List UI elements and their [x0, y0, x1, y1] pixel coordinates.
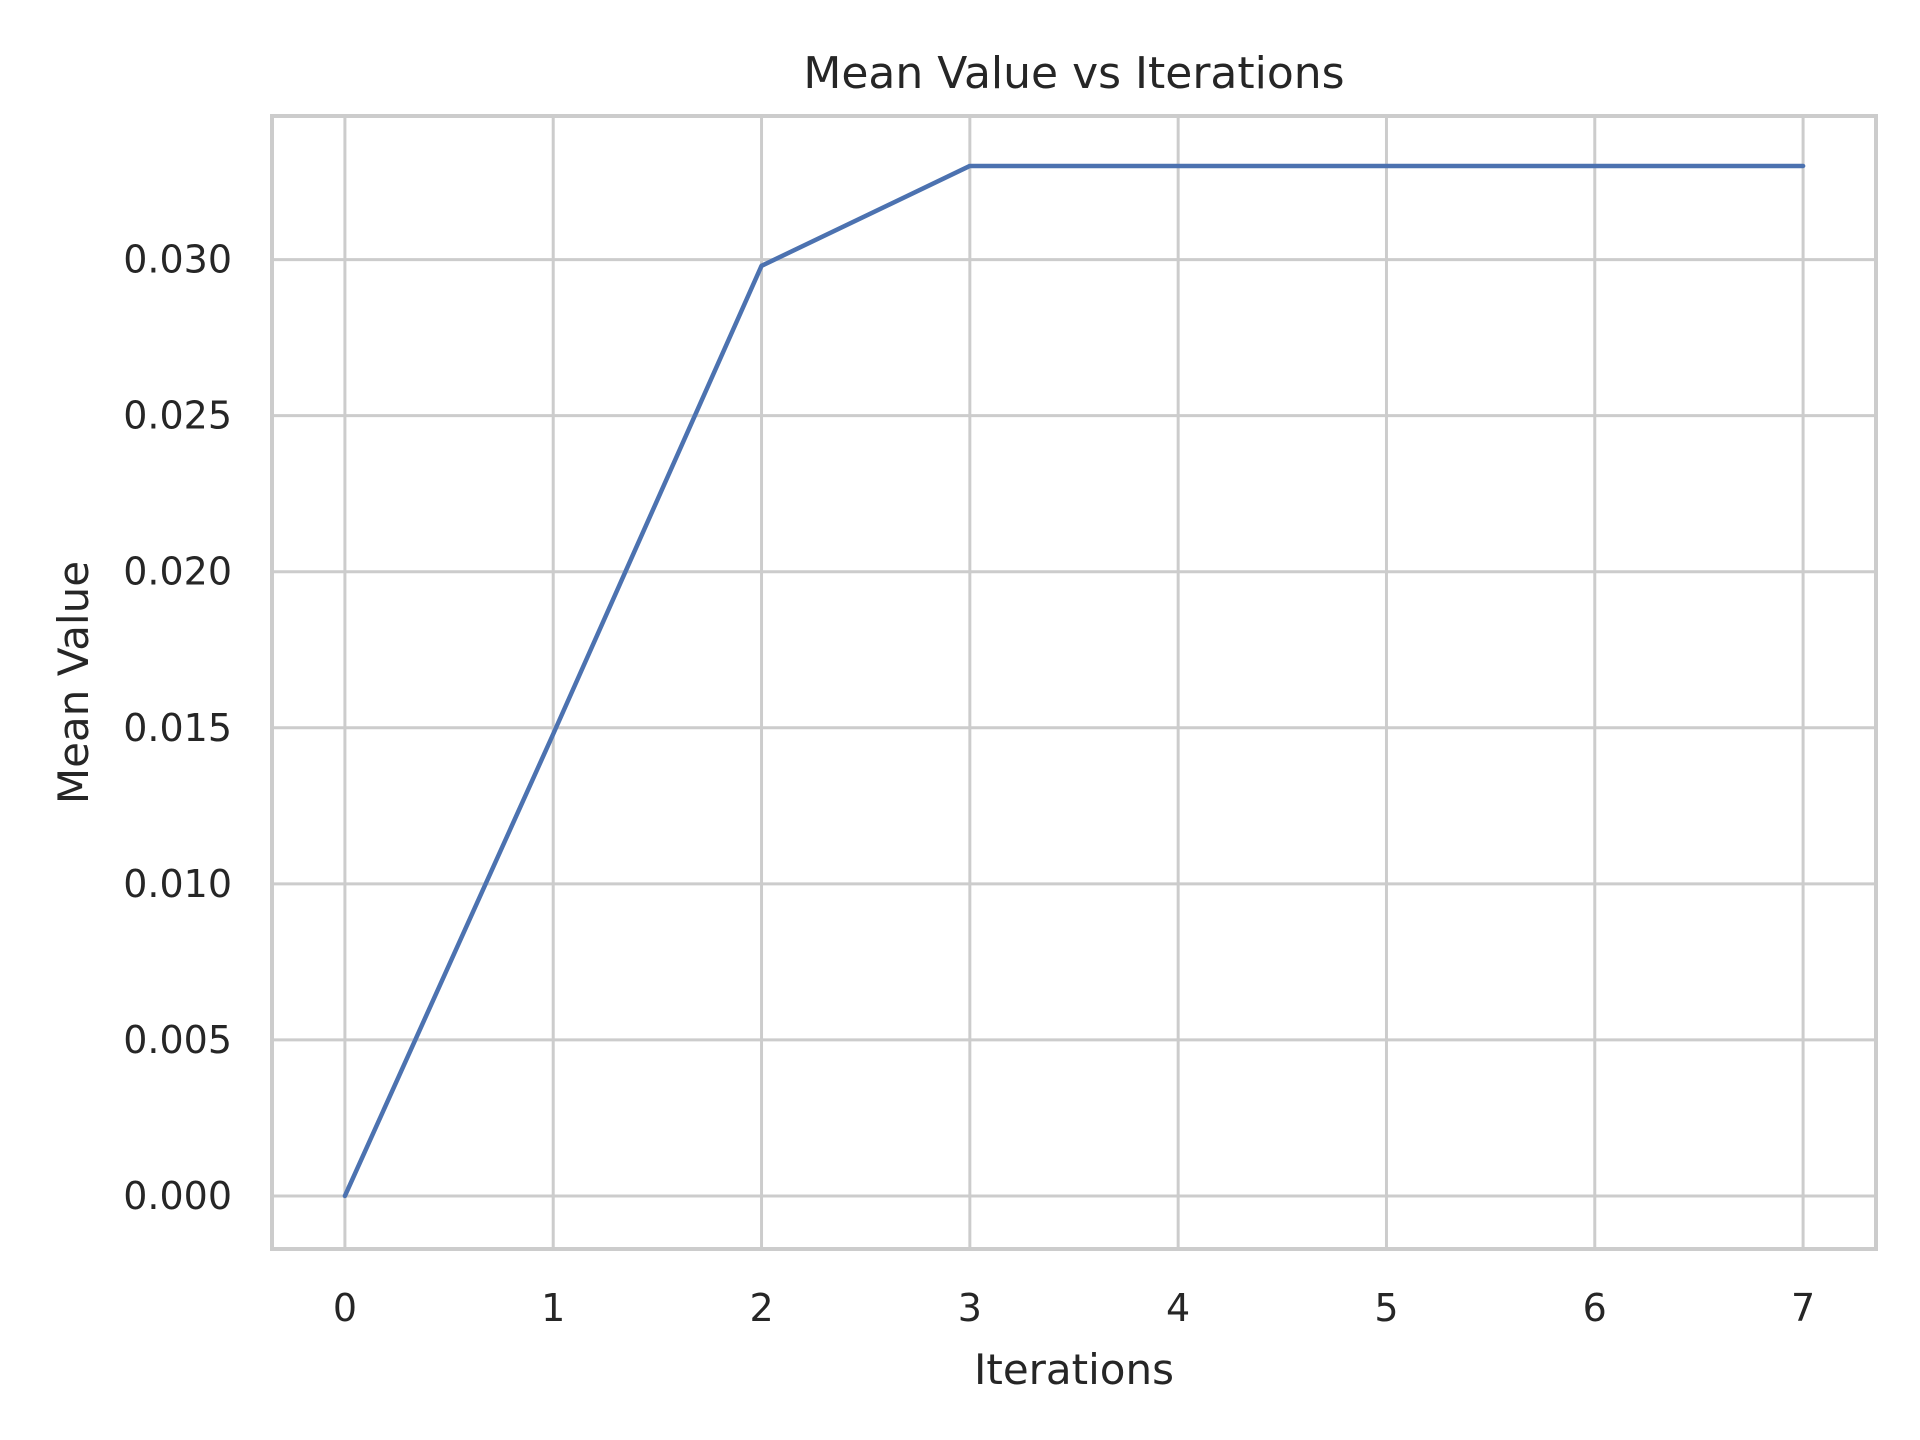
data-point: [1176, 164, 1180, 168]
y-tick-label: 0.015: [123, 706, 232, 750]
x-tick-label: 5: [1374, 1286, 1398, 1330]
data-point: [551, 732, 555, 736]
data-point: [968, 164, 972, 168]
data-point: [760, 264, 764, 268]
tick-labels: 0 1 2 3 4 5 6 7 0.000 0.005 0.010 0.015 0.020 0.025 0.…: [123, 238, 1815, 1330]
series-layer: [342, 163, 1806, 1199]
data-point: [1384, 164, 1388, 168]
y-tick-label: 0.030: [123, 238, 232, 282]
x-tick-label: 3: [958, 1286, 982, 1330]
y-tick-label: 0.020: [123, 550, 232, 594]
grid: [272, 116, 1876, 1249]
data-point: [1801, 164, 1805, 168]
x-tick-label: 4: [1166, 1286, 1190, 1330]
x-tick-label: 7: [1791, 1286, 1815, 1330]
y-tick-label: 0.010: [123, 862, 232, 906]
data-point: [1593, 164, 1597, 168]
x-tick-label: 0: [333, 1286, 357, 1330]
y-tick-label: 0.005: [123, 1018, 232, 1062]
y-tick-label: 0.000: [123, 1174, 232, 1218]
x-tick-label: 6: [1583, 1286, 1607, 1330]
series-line-0: [342, 163, 1806, 1199]
y-tick-label: 0.025: [123, 394, 232, 438]
plot-frame: [270, 114, 1878, 1251]
y-axis-label: Mean Value: [49, 561, 98, 804]
chart-title: Mean Value vs Iterations: [803, 48, 1344, 99]
x-axis-label: Iterations: [974, 1345, 1174, 1394]
x-tick-label: 2: [749, 1286, 773, 1330]
x-tick-label: 1: [541, 1286, 565, 1330]
data-point: [343, 1194, 347, 1198]
